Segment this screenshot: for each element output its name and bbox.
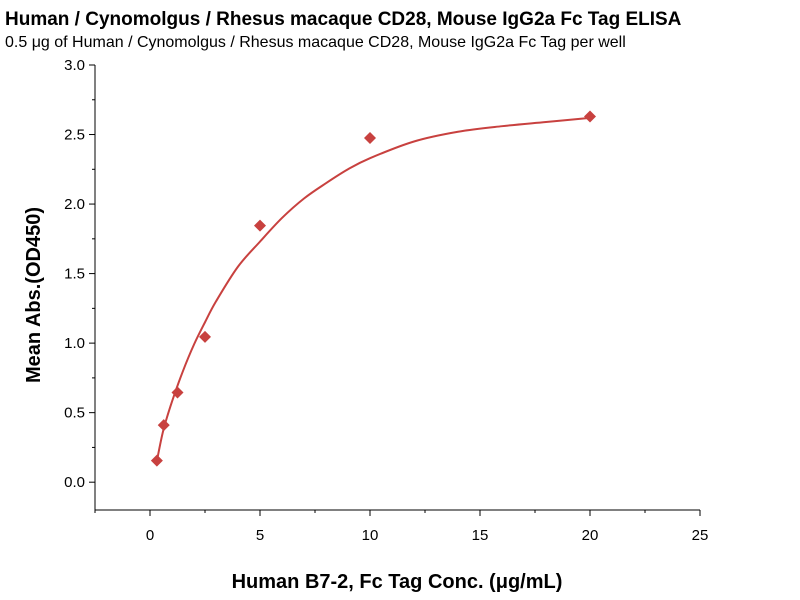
y-axis-label: Mean Abs.(OD450) [23,207,45,383]
y-tick-label: 1.5 [64,266,85,283]
data-point [171,386,184,399]
x-tick-label: 0 [146,527,154,544]
data-point [199,330,211,343]
data-point [254,219,266,232]
x-tick-label: 25 [692,527,709,544]
chart-subtitle: 0.5 μg of Human / Cynomolgus / Rhesus ma… [5,34,626,51]
fit-curve [155,116,591,462]
y-tick-label: 1.0 [64,335,85,352]
axes [94,65,700,511]
y-tick-label: 0.5 [64,405,85,422]
y-tick-label: 2.5 [64,127,85,144]
data-point [364,132,376,145]
data-point [584,110,596,123]
y-ticks: 0.0 0.5 1.0 1.5 2.0 2.5 3.0 [64,57,95,491]
data-points [150,110,596,467]
x-ticks: 0 5 10 15 20 25 [94,510,709,544]
x-tick-label: 15 [472,527,489,544]
y-tick-label: 0.0 [64,474,85,491]
x-tick-label: 10 [362,527,379,544]
x-tick-label: 5 [256,527,264,544]
x-axis-label: Human B7-2, Fc Tag Conc. (μg/mL) [232,571,563,593]
chart-title: Human / Cynomolgus / Rhesus macaque CD28… [5,9,682,30]
data-point [157,419,170,432]
data-point [150,454,163,467]
y-tick-label: 2.0 [64,196,85,213]
x-tick-label: 20 [582,527,599,544]
y-tick-label: 3.0 [64,57,85,74]
